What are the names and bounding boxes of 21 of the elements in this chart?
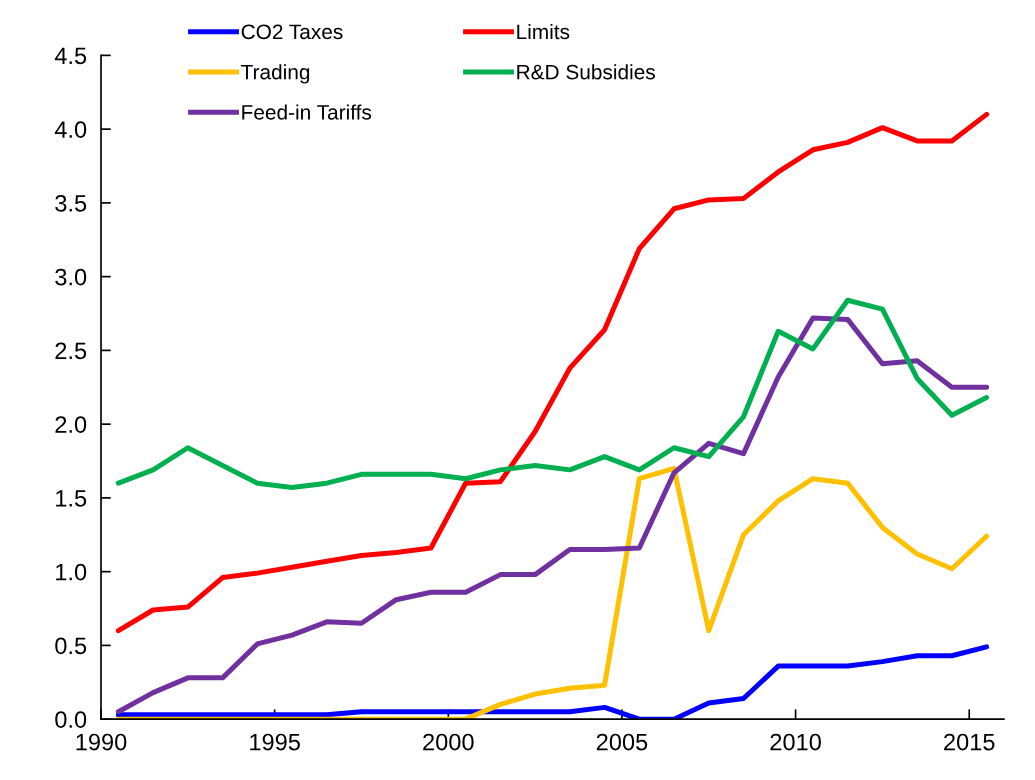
y-tick-label: 1.5 — [56, 490, 87, 507]
y-tick-label: 2.5 — [55, 342, 87, 360]
y-tick-label: 1.0 — [56, 563, 87, 581]
x-tick-label: 1990 — [76, 733, 127, 751]
legend-label: Feed-in Tariffs — [242, 104, 372, 120]
y-tick-label: 0.5 — [55, 637, 87, 655]
legend-label: R&D Subsidies — [517, 64, 655, 80]
y-tick-label: 2.0 — [55, 416, 87, 433]
legend-label: Trading — [241, 64, 310, 84]
y-tick-label: 4.5 — [54, 47, 87, 65]
y-tick-label: 3.5 — [55, 194, 87, 212]
legend-label: Limits — [517, 23, 570, 40]
x-tick-label: 2015 — [944, 733, 995, 751]
y-tick-label: 4.0 — [54, 121, 87, 138]
legend-label: CO2 Taxes — [241, 24, 343, 40]
x-tick-label: 1995 — [250, 733, 300, 751]
x-tick-label: 2000 — [423, 733, 474, 751]
y-tick-label: 0.0 — [55, 711, 87, 728]
x-tick-label: 2005 — [596, 733, 648, 751]
y-tick-label: 3.0 — [55, 268, 87, 286]
x-tick-label: 2010 — [770, 733, 821, 751]
